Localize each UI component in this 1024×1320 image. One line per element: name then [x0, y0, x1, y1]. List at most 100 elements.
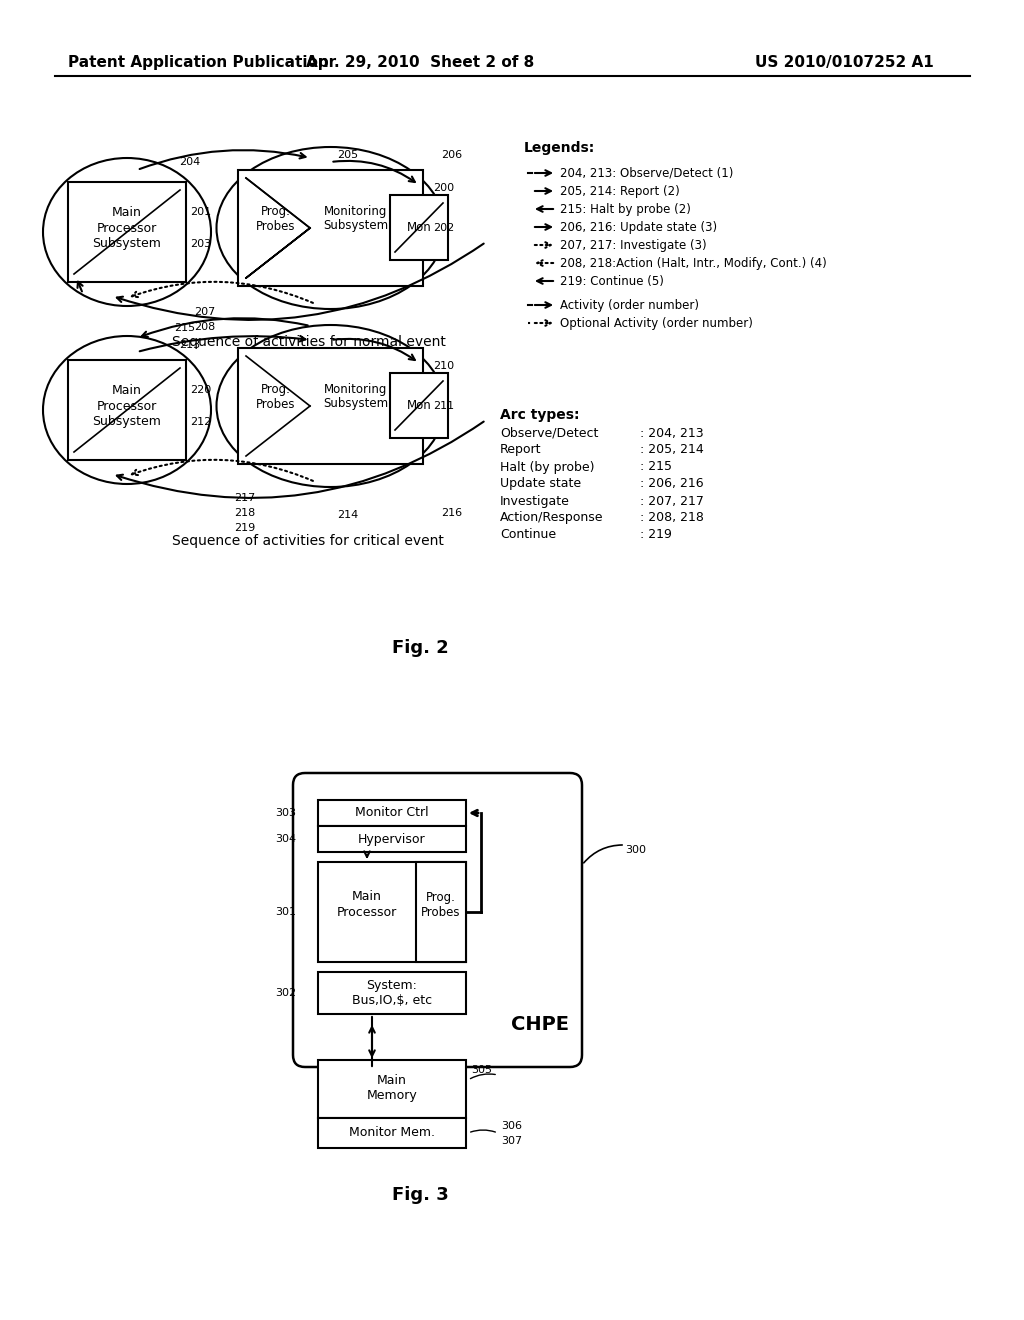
Text: : 215: : 215: [640, 461, 672, 474]
Text: CHPE: CHPE: [511, 1015, 569, 1035]
Text: Arc types:: Arc types:: [500, 408, 580, 422]
Text: 201: 201: [190, 207, 211, 216]
Text: Observe/Detect: Observe/Detect: [500, 426, 598, 440]
Text: 203: 203: [190, 239, 211, 249]
Text: 208, 218:Action (Halt, Intr., Modify, Cont.) (4): 208, 218:Action (Halt, Intr., Modify, Co…: [560, 256, 826, 269]
Bar: [318, 862, 466, 962]
Text: 210: 210: [433, 360, 454, 371]
Text: 200: 200: [433, 183, 454, 193]
Text: Action/Response: Action/Response: [500, 511, 603, 524]
Text: 219: Continue (5): 219: Continue (5): [560, 275, 664, 288]
Text: Patent Application Publication: Patent Application Publication: [68, 54, 329, 70]
Text: Hypervisor: Hypervisor: [358, 833, 426, 846]
Text: Subsystem: Subsystem: [92, 416, 162, 429]
Text: : 219: : 219: [640, 528, 672, 541]
Text: Fig. 2: Fig. 2: [391, 639, 449, 657]
Text: Subsystem: Subsystem: [324, 219, 388, 232]
Text: Activity (order number): Activity (order number): [560, 298, 699, 312]
Text: 204: 204: [179, 157, 201, 168]
Text: : 208, 218: : 208, 218: [640, 511, 703, 524]
Text: Processor: Processor: [97, 400, 157, 412]
Text: 220: 220: [190, 385, 211, 395]
Text: Monitor Ctrl: Monitor Ctrl: [355, 807, 429, 820]
Text: Prog.: Prog.: [261, 384, 291, 396]
Text: 206, 216: Update state (3): 206, 216: Update state (3): [560, 220, 717, 234]
Text: Sequence of activities for critical event: Sequence of activities for critical even…: [172, 535, 443, 548]
Text: US 2010/0107252 A1: US 2010/0107252 A1: [755, 54, 934, 70]
Bar: [238, 348, 423, 465]
Bar: [318, 1118, 466, 1148]
Text: 217: 217: [234, 492, 256, 503]
Text: Probes: Probes: [256, 219, 296, 232]
Text: 302: 302: [274, 987, 296, 998]
Text: Prog.: Prog.: [261, 206, 291, 219]
Text: Main: Main: [112, 206, 142, 219]
Text: 205, 214: Report (2): 205, 214: Report (2): [560, 185, 680, 198]
Text: : 204, 213: : 204, 213: [640, 426, 703, 440]
Bar: [318, 972, 466, 1014]
Text: Fig. 3: Fig. 3: [391, 1185, 449, 1204]
Text: Halt (by probe): Halt (by probe): [500, 461, 595, 474]
Text: Monitor Mem.: Monitor Mem.: [349, 1126, 435, 1139]
Bar: [390, 195, 449, 260]
Text: 207, 217: Investigate (3): 207, 217: Investigate (3): [560, 239, 707, 252]
Text: Prog.: Prog.: [426, 891, 456, 903]
Text: Sequence of activities for normal event: Sequence of activities for normal event: [172, 335, 445, 348]
Text: Continue: Continue: [500, 528, 556, 541]
Bar: [68, 360, 186, 459]
Text: Main: Main: [112, 384, 142, 396]
Text: Main: Main: [377, 1073, 407, 1086]
Text: 304: 304: [274, 834, 296, 843]
Text: 214: 214: [337, 510, 358, 520]
Bar: [238, 170, 423, 286]
Text: Investigate: Investigate: [500, 495, 570, 507]
Text: 301: 301: [275, 907, 296, 917]
Text: Report: Report: [500, 444, 542, 457]
FancyBboxPatch shape: [293, 774, 582, 1067]
Text: Optional Activity (order number): Optional Activity (order number): [560, 317, 753, 330]
Text: Memory: Memory: [367, 1089, 418, 1101]
Text: Probes: Probes: [421, 906, 461, 919]
Text: Legends:: Legends:: [524, 141, 595, 154]
Bar: [318, 800, 466, 826]
Text: 300: 300: [625, 845, 646, 855]
Text: Subsystem: Subsystem: [92, 238, 162, 251]
Text: Mon: Mon: [407, 399, 431, 412]
Text: 218: 218: [234, 508, 256, 517]
Bar: [318, 1060, 466, 1118]
Text: Mon: Mon: [407, 220, 431, 234]
Text: 213: 213: [179, 341, 201, 350]
Text: Update state: Update state: [500, 478, 582, 491]
Text: 206: 206: [441, 150, 463, 160]
Text: Monitoring: Monitoring: [325, 206, 388, 219]
Text: Processor: Processor: [337, 906, 397, 919]
Text: 208: 208: [195, 322, 216, 333]
Text: 211: 211: [433, 401, 454, 411]
Text: 215: Halt by probe (2): 215: Halt by probe (2): [560, 202, 691, 215]
Text: System:: System:: [367, 979, 418, 993]
Text: Probes: Probes: [256, 397, 296, 411]
Bar: [390, 374, 449, 438]
Bar: [416, 862, 466, 962]
Text: Bus,IO,$, etc: Bus,IO,$, etc: [352, 994, 432, 1006]
Text: 303: 303: [275, 808, 296, 818]
Text: 212: 212: [190, 417, 211, 426]
Text: Processor: Processor: [97, 222, 157, 235]
Text: 205: 205: [338, 150, 358, 160]
Text: 207: 207: [195, 308, 216, 317]
Text: Main: Main: [352, 891, 382, 903]
Text: Monitoring: Monitoring: [325, 384, 388, 396]
Text: 215: 215: [174, 323, 196, 333]
Text: 202: 202: [433, 223, 455, 234]
Text: 305: 305: [471, 1065, 492, 1074]
Text: 216: 216: [441, 508, 463, 517]
Text: : 207, 217: : 207, 217: [640, 495, 703, 507]
Text: 306: 306: [501, 1121, 522, 1131]
Bar: [68, 182, 186, 282]
Text: Subsystem: Subsystem: [324, 397, 388, 411]
Text: : 206, 216: : 206, 216: [640, 478, 703, 491]
Text: Apr. 29, 2010  Sheet 2 of 8: Apr. 29, 2010 Sheet 2 of 8: [306, 54, 535, 70]
Text: 204, 213: Observe/Detect (1): 204, 213: Observe/Detect (1): [560, 166, 733, 180]
Bar: [318, 826, 466, 851]
Text: 307: 307: [501, 1137, 522, 1146]
